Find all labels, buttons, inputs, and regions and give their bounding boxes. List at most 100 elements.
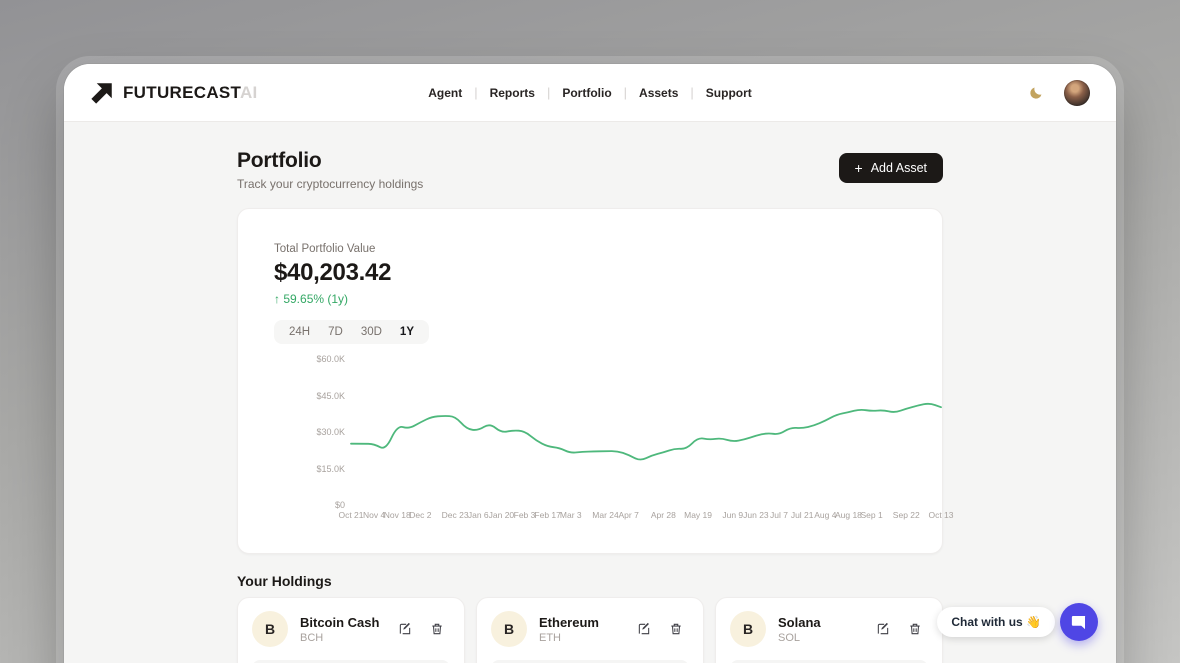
line-series [350,402,942,461]
x-axis-tick-label: Feb 17 [534,510,561,520]
trash-icon [671,623,681,635]
coin-name: Ethereum [539,614,599,630]
top-navbar: FUTURECASTAI Agent | Reports | Portfolio… [64,64,1116,122]
nav-separator: | [474,85,478,100]
main-nav: Agent | Reports | Portfolio | Assets | S… [416,80,764,106]
coin-avatar: B [491,611,527,647]
nav-item-portfolio[interactable]: Portfolio [562,85,612,100]
x-axis-tick-label: Jun 9 [722,510,744,520]
portfolio-value-card: Total Portfolio Value $40,203.42 ↑ 59.65… [237,208,954,554]
holding-card-sol: B Solana SOL [715,597,943,663]
coin-symbol: BCH [300,631,324,644]
chat-widget: Chat with us 👋 [937,603,1098,641]
edit-pencil-icon [399,622,411,635]
y-axis-tick-label: $15.0K [316,463,345,474]
holdings-section-title: Your Holdings [237,573,332,589]
chat-with-us-pill[interactable]: Chat with us 👋 [937,607,1055,637]
nav-separator: | [690,85,694,100]
x-axis-tick-label: Aug 18 [834,510,862,520]
x-axis-tick-label: Feb 3 [513,510,536,520]
range-tab-7d[interactable]: 7D [321,323,350,341]
nav-item-assets[interactable]: Assets [639,85,679,100]
y-axis-tick-label: $0 [334,500,345,510]
y-axis-tick-label: $30.0K [316,427,345,437]
page-title: Portfolio [237,149,322,172]
page-content: Portfolio Track your cryptocurrency hold… [64,122,1116,663]
time-range-tabs: 24H 7D 30D 1Y [274,320,429,344]
coin-symbol: SOL [778,631,801,644]
x-axis-tick-label: May 19 [684,510,712,520]
app-window: FUTURECASTAI Agent | Reports | Portfolio… [64,64,1116,663]
add-asset-label: Add Asset [870,161,927,175]
total-portfolio-value: $40,203.42 [274,259,392,286]
trash-icon [910,623,920,635]
page-header: Portfolio Track your cryptocurrency hold… [237,149,943,191]
brand-logo[interactable]: FUTURECASTAI [90,81,258,105]
y-axis-tick-label: $45.0K [316,390,345,401]
x-axis-tick-label: Jul 21 [790,510,814,520]
x-axis-tick-label: Aug 4 [814,510,837,520]
edit-pencil-icon [877,622,889,635]
coin-avatar: B [730,611,766,647]
delete-holding-button[interactable] [424,616,450,642]
ai-score-row: AI Score: -4 (Slightly Bearish) +1 [491,660,689,663]
edit-holding-button[interactable] [870,616,896,642]
edit-pencil-icon [638,622,650,635]
ai-score-row: AI Score: -1 (Slightly Bearish) [252,660,450,663]
trash-icon [432,623,442,635]
ai-score-row: AI Score: -1 (Slightly Bearish) +4 [730,660,928,663]
x-axis-tick-label: Mar 3 [559,510,582,520]
x-axis-tick-label: Sep 22 [892,510,920,520]
x-axis-tick-label: Jan 20 [488,510,515,520]
coin-symbol: ETH [539,631,561,644]
nav-item-support[interactable]: Support [705,85,752,100]
x-axis-tick-label: Jun 23 [743,510,769,520]
user-avatar[interactable] [1064,79,1090,106]
holdings-card-row: B Bitcoin Cash BCH [237,597,943,663]
delete-holding-button[interactable] [902,616,928,642]
holding-card-bch: B Bitcoin Cash BCH [237,597,465,663]
x-axis-tick-label: Dec 2 [409,510,432,520]
dark-mode-toggle[interactable] [1022,79,1050,107]
portfolio-change-badge: ↑ 59.65% (1y) [274,292,349,306]
holding-card-eth: B Ethereum ETH [476,597,704,663]
x-axis-tick-label: Apr 7 [618,510,639,520]
range-tab-24h[interactable]: 24H [282,323,317,341]
header-actions [1022,79,1090,107]
x-axis-tick-label: Jan 6 [467,510,489,520]
x-axis-tick-label: Oct 13 [928,510,954,520]
plus-icon: + [854,160,863,176]
brand-suffix: AI [239,82,258,102]
total-portfolio-label: Total Portfolio Value [274,243,376,255]
nav-item-reports[interactable]: Reports [489,85,535,100]
nav-item-agent[interactable]: Agent [428,85,463,100]
range-tab-30d[interactable]: 30D [354,323,389,341]
range-tab-1y[interactable]: 1Y [393,323,421,341]
x-axis-tick-label: Nov 18 [383,510,411,520]
coin-avatar: B [252,611,288,647]
arrow-up-right-logo-icon [91,82,112,104]
x-axis-tick-label: Dec 23 [441,510,469,520]
delete-holding-button[interactable] [663,616,689,642]
chat-fab-button[interactable] [1060,603,1098,641]
edit-holding-button[interactable] [631,616,657,642]
x-axis-tick-label: Nov 4 [363,510,386,520]
x-axis-tick-label: Apr 28 [650,510,676,520]
portfolio-chart: $60.0K $45.0K $30.0K $15.0K $0 Oct 21 Nov 4 Nov… [274,354,953,520]
x-axis-tick-label: Oct 21 [338,510,364,520]
page-subtitle: Track your cryptocurrency holdings [237,177,424,191]
nav-separator: | [623,85,628,100]
x-axis-tick-label: Mar 24 [592,510,619,520]
brand-name: FUTURECASTAI [123,82,258,102]
moon-icon [1030,87,1042,99]
x-axis-tick-label: Sep 1 [860,510,883,520]
chat-bubble-icon [1071,616,1086,630]
add-asset-button[interactable]: + Add Asset [838,153,943,183]
portfolio-line-chart: $60.0K $45.0K $30.0K $15.0K $0 Oct 21 Nov 4 Nov… [316,354,953,520]
edit-holding-button[interactable] [392,616,418,642]
coin-name: Solana [778,614,821,630]
x-axis-tick-label: Jul 7 [770,510,789,520]
coin-name: Bitcoin Cash [300,614,380,630]
y-axis-tick-label: $60.0K [316,354,345,364]
nav-separator: | [546,85,551,100]
